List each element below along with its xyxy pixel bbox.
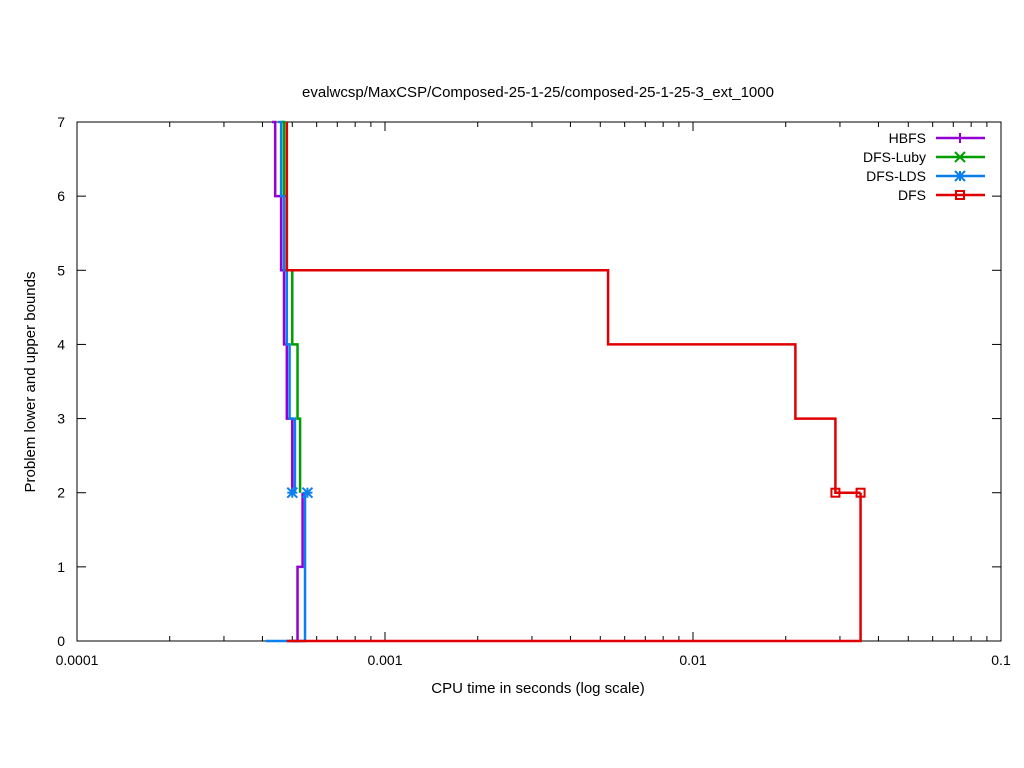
series-line-lower-hbfs bbox=[292, 492, 304, 643]
x-axis-label: CPU time in seconds (log scale) bbox=[431, 680, 644, 697]
legend-item-dfs-lds: DFS-LDS bbox=[866, 168, 985, 184]
y-tick-label: 0 bbox=[57, 633, 65, 649]
legend-label: DFS-LDS bbox=[866, 168, 926, 184]
x-tick-label: 0.01 bbox=[679, 652, 706, 668]
series-point-dfs bbox=[855, 487, 866, 498]
legend-marker bbox=[954, 151, 966, 163]
series-point-dfs bbox=[830, 487, 841, 498]
series-layer bbox=[265, 120, 866, 643]
axis-ticks bbox=[76, 121, 1002, 642]
legend-item-dfs-luby: DFS-Luby bbox=[863, 149, 985, 165]
series-point-dfs-lds bbox=[301, 487, 314, 499]
axis-tick-labels: 0 1 2 3 4 5 6 7 0.0001 0.001 0.01 0.1 bbox=[56, 114, 1011, 668]
x-tick-label: 0.001 bbox=[367, 652, 402, 668]
series-point-dfs-lds bbox=[286, 487, 298, 499]
y-tick-label: 6 bbox=[57, 188, 65, 204]
series-dfs-lds bbox=[265, 120, 314, 643]
legend-marker bbox=[955, 133, 965, 143]
y-tick-label: 2 bbox=[57, 485, 65, 501]
series-line-lower-dfs bbox=[286, 492, 862, 643]
legend-item-dfs: DFS bbox=[898, 187, 985, 203]
y-tick-label: 5 bbox=[57, 262, 65, 278]
x-tick-label: 0.1 bbox=[991, 652, 1011, 668]
y-tick-label: 4 bbox=[57, 336, 65, 352]
legend-label: DFS bbox=[898, 187, 926, 203]
series-line-upper-dfs bbox=[285, 122, 861, 494]
y-tick-label: 7 bbox=[57, 114, 65, 130]
y-axis-label: Problem lower and upper bounds bbox=[22, 272, 39, 493]
x-tick-label: 0.0001 bbox=[56, 652, 99, 668]
y-tick-label: 1 bbox=[57, 559, 65, 575]
legend-marker bbox=[955, 190, 965, 200]
plot-frame bbox=[76, 121, 1002, 642]
legend-label: DFS-Luby bbox=[863, 149, 926, 165]
legend-label: HBFS bbox=[889, 130, 926, 146]
legend-marker bbox=[954, 170, 966, 182]
chart-title: evalwcsp/MaxCSP/Composed-25-1-25/compose… bbox=[302, 84, 774, 101]
legend: HBFS DFS-Luby DFS-LDS DFS bbox=[863, 130, 985, 203]
series-dfs bbox=[285, 122, 866, 643]
y-tick-label: 3 bbox=[57, 411, 65, 427]
legend-item-hbfs: HBFS bbox=[889, 130, 985, 146]
